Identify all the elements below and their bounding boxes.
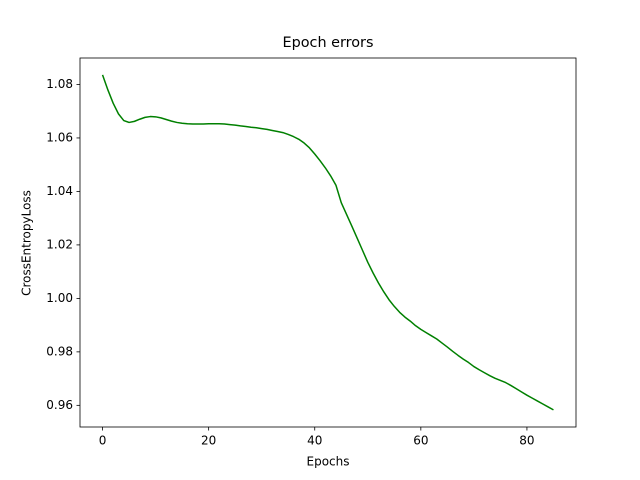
x-tick-label: 40: [307, 434, 322, 448]
x-tick-label: 0: [99, 434, 107, 448]
x-tick-label: 80: [519, 434, 534, 448]
y-tick-label: 0.98: [46, 344, 73, 358]
y-tick-label: 1.06: [46, 130, 73, 144]
line-series: [101, 74, 554, 411]
plot-frame: [79, 57, 577, 428]
x-tick-label: 60: [413, 434, 428, 448]
x-tick-label: 20: [201, 434, 216, 448]
y-tick-label: 1.04: [46, 184, 73, 198]
x-axis-label: Epochs: [307, 455, 350, 469]
y-tick-label: 1.08: [46, 77, 73, 91]
y-tick-label: 1.00: [46, 291, 73, 305]
y-tick-label: 0.96: [46, 398, 73, 412]
y-tick-label: 1.02: [46, 237, 73, 251]
chart-title: Epoch errors: [283, 35, 374, 51]
y-axis-label: CrossEntropyLoss: [20, 190, 34, 296]
